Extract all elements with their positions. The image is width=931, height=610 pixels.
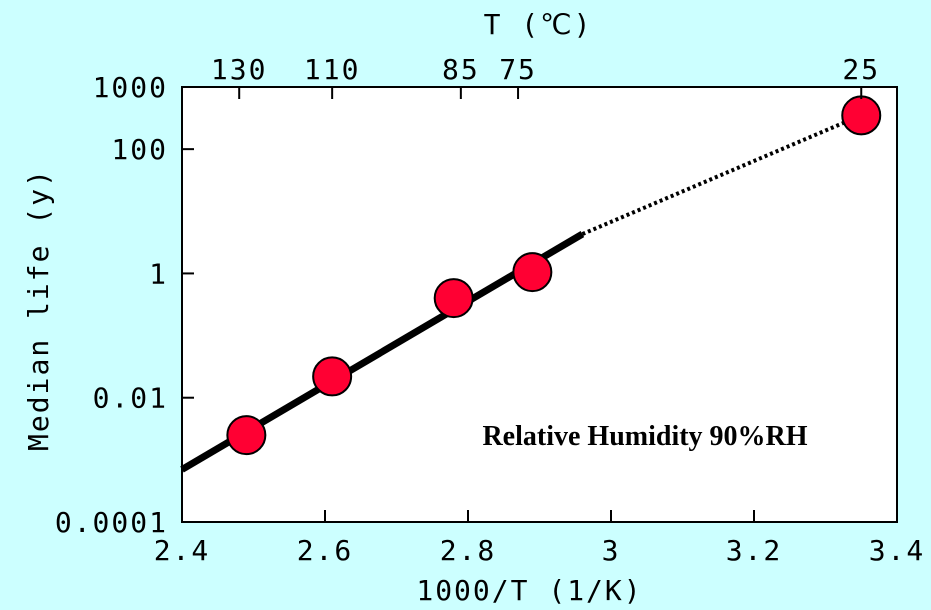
y-tick-label: 1 xyxy=(149,257,168,290)
data-point xyxy=(512,252,553,293)
y-tick-label: 1000 xyxy=(93,71,168,104)
top-axis-ticks: 130 110 85 75 25 xyxy=(211,53,880,99)
top-axis-title: T (℃) xyxy=(484,8,593,41)
x-tick-label: 3.2 xyxy=(726,534,783,567)
y-axis-ticks: 0.0001 0.01 1 100 1000 xyxy=(55,71,194,539)
annotation-label: Relative Humidity 90%RH xyxy=(482,421,807,452)
fit-line-dotted xyxy=(581,113,863,236)
data-points xyxy=(226,95,882,456)
y-tick-label: 0.0001 xyxy=(55,506,168,539)
data-point xyxy=(226,415,267,456)
y-tick-label: 0.01 xyxy=(93,382,168,415)
top-tick-label: 130 xyxy=(211,53,268,86)
data-point xyxy=(312,356,353,397)
x-tick-label: 2.4 xyxy=(154,534,211,567)
top-tick-label: 85 xyxy=(442,53,480,86)
data-point xyxy=(433,278,474,319)
top-tick-label: 25 xyxy=(842,53,880,86)
x-tick-label: 2.8 xyxy=(440,534,497,567)
x-axis-title: 1000/T (1/K) xyxy=(416,574,642,607)
x-tick-label: 3 xyxy=(602,534,621,567)
x-axis-ticks: 2.4 2.6 2.8 3 3.2 3.4 xyxy=(154,510,926,567)
x-tick-label: 3.4 xyxy=(869,534,926,567)
top-tick-label: 110 xyxy=(304,53,361,86)
data-point xyxy=(841,95,882,136)
x-tick-label: 2.6 xyxy=(297,534,354,567)
plot-area xyxy=(181,86,898,523)
top-tick-label: 75 xyxy=(499,53,537,86)
y-tick-label: 100 xyxy=(111,133,168,166)
y-axis-title: Median life (y) xyxy=(22,168,55,451)
